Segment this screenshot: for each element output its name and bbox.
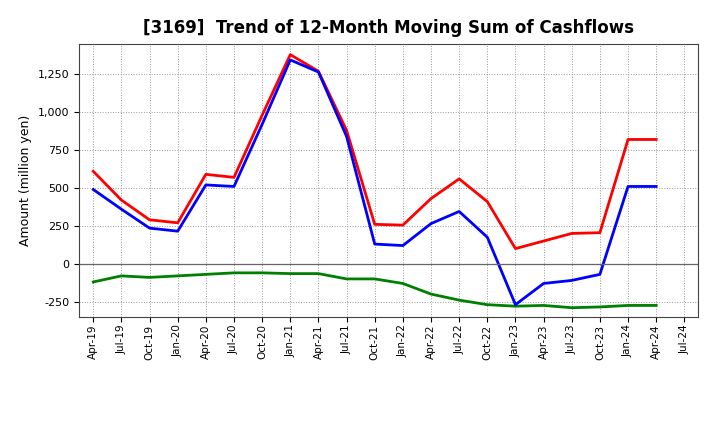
Investing Cashflow [483,302,492,307]
Operating Cashflow [652,137,660,142]
Operating Cashflow [511,246,520,251]
Line: Investing Cashflow: Investing Cashflow [94,273,656,308]
Operating Cashflow [202,172,210,177]
Free Cashflow [455,209,464,214]
Free Cashflow [314,70,323,75]
Title: [3169]  Trend of 12-Month Moving Sum of Cashflows: [3169] Trend of 12-Month Moving Sum of C… [143,19,634,37]
Operating Cashflow [174,220,182,225]
Investing Cashflow [427,291,436,297]
Operating Cashflow [455,176,464,182]
Investing Cashflow [511,304,520,309]
Investing Cashflow [595,304,604,310]
Free Cashflow [567,278,576,283]
Free Cashflow [174,228,182,234]
Operating Cashflow [539,238,548,244]
Operating Cashflow [230,175,238,180]
Line: Operating Cashflow: Operating Cashflow [94,55,656,249]
Operating Cashflow [89,169,98,174]
Investing Cashflow [202,272,210,277]
Free Cashflow [202,182,210,187]
Investing Cashflow [370,276,379,282]
Free Cashflow [145,225,154,231]
Investing Cashflow [230,270,238,275]
Operating Cashflow [399,223,408,228]
Operating Cashflow [483,199,492,204]
Investing Cashflow [174,273,182,279]
Line: Free Cashflow: Free Cashflow [94,60,656,304]
Investing Cashflow [145,275,154,280]
Free Cashflow [399,243,408,248]
Investing Cashflow [258,270,266,275]
Free Cashflow [117,206,126,212]
Operating Cashflow [117,198,126,203]
Operating Cashflow [145,217,154,223]
Investing Cashflow [455,297,464,303]
Free Cashflow [89,187,98,192]
Investing Cashflow [652,303,660,308]
Free Cashflow [595,272,604,277]
Operating Cashflow [427,196,436,201]
Free Cashflow [624,184,632,189]
Operating Cashflow [286,52,294,57]
Investing Cashflow [342,276,351,282]
Investing Cashflow [399,281,408,286]
Free Cashflow [539,281,548,286]
Free Cashflow [511,302,520,307]
Free Cashflow [427,221,436,226]
Operating Cashflow [624,137,632,142]
Investing Cashflow [89,279,98,285]
Investing Cashflow [314,271,323,276]
Investing Cashflow [624,303,632,308]
Operating Cashflow [567,231,576,236]
Free Cashflow [370,242,379,247]
Operating Cashflow [342,128,351,133]
Free Cashflow [652,184,660,189]
Investing Cashflow [567,305,576,310]
Investing Cashflow [117,273,126,279]
Free Cashflow [258,122,266,127]
Free Cashflow [342,134,351,139]
Operating Cashflow [314,69,323,74]
Operating Cashflow [258,113,266,118]
Investing Cashflow [286,271,294,276]
Y-axis label: Amount (million yen): Amount (million yen) [19,115,32,246]
Investing Cashflow [539,303,548,308]
Free Cashflow [230,184,238,189]
Operating Cashflow [595,230,604,235]
Operating Cashflow [370,222,379,227]
Free Cashflow [286,57,294,62]
Legend: Operating Cashflow, Investing Cashflow, Free Cashflow: Operating Cashflow, Investing Cashflow, … [138,438,639,440]
Free Cashflow [483,235,492,240]
